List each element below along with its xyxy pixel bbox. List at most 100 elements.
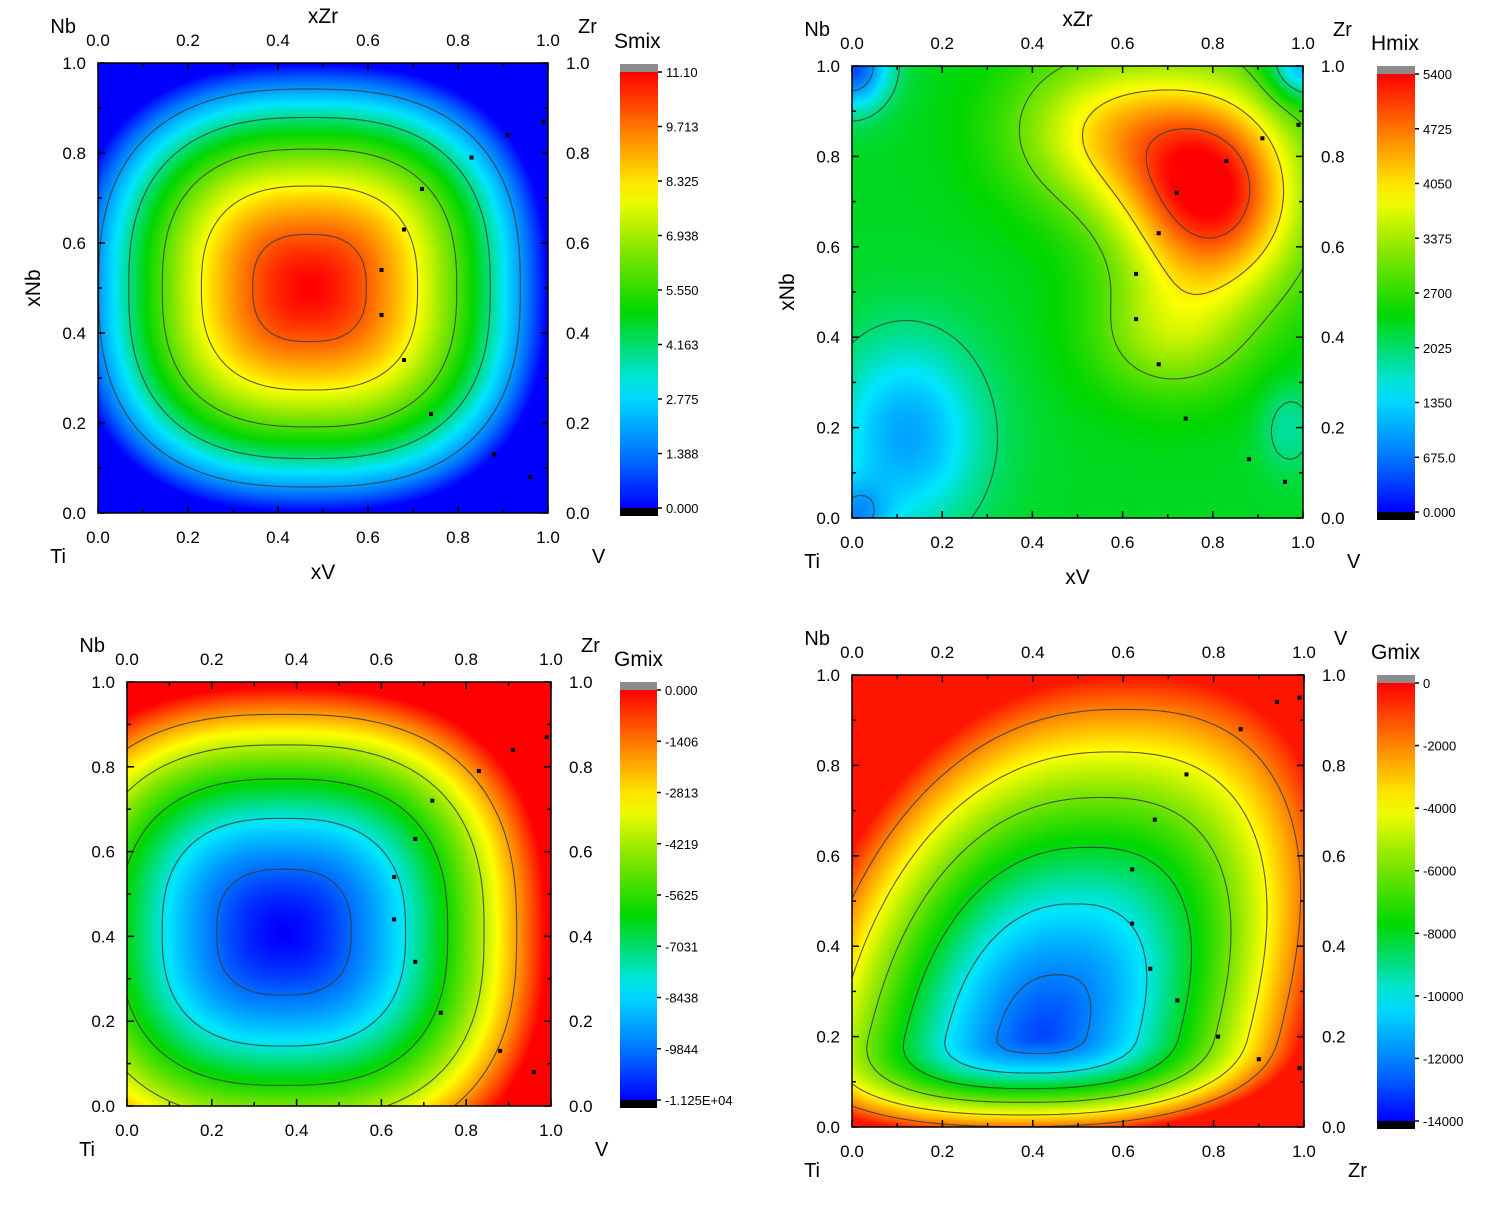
colorbar-tick-label: -14000 [1423, 1114, 1463, 1129]
colorbar-tick-label: -2000 [1423, 739, 1456, 754]
hmix-colorbar: 5400 4725 4050 3375 2700 2025 1350 675.0 0.000 [1377, 66, 1456, 520]
gmix-ti-v-contour-panel: 0.00.00.20.20.40.40.60.60.80.81.01.00.0 0… [79, 635, 733, 1161]
smix-y-axis-title: xNb [22, 269, 45, 306]
x-tick-label-bottom: 1.0 [536, 528, 560, 547]
colorbar-tick-label: -4219 [665, 837, 698, 852]
gmix-ti-v-corner-label-top-right: Zr [581, 635, 600, 657]
y-tick-label-left: 0.8 [816, 756, 840, 775]
x-tick-label-top: 0.6 [1111, 643, 1135, 662]
contour-line-3 [200, 185, 419, 391]
y-tick-label-right: 0.4 [566, 324, 590, 343]
y-tick-label-left: 0.4 [816, 328, 840, 347]
colorbar-over-cap [620, 682, 657, 690]
colorbar-under-cap [620, 1100, 657, 1108]
contour-line-0 [996, 974, 1092, 1055]
y-tick-label-right: 0.6 [569, 843, 593, 862]
hmix-corner-label-bottom-left: Ti [804, 551, 820, 573]
x-tick-label-bottom: 1.0 [1291, 533, 1315, 552]
y-tick-label-right: 0.2 [1321, 419, 1345, 438]
sample-point [469, 155, 474, 160]
y-tick-label-left: 0.6 [91, 843, 115, 862]
colorbar-over-cap [1377, 675, 1415, 683]
sample-point [420, 187, 424, 191]
sample-point [1152, 817, 1157, 822]
y-tick-label-right: 0.4 [569, 927, 593, 946]
contour-line-0 [851, 65, 875, 519]
sample-point [1183, 416, 1188, 421]
contour-line-0 [216, 868, 352, 996]
sample-point [392, 875, 397, 879]
y-tick-label-left: 0.0 [816, 1118, 840, 1137]
colorbar-tick-label: -12000 [1423, 1051, 1463, 1066]
colorbar-gradient [620, 72, 658, 508]
colorbar-tick-label: -4000 [1423, 801, 1456, 816]
x-tick-label-bottom: 0.2 [200, 1121, 224, 1140]
gmix-ti-zr-corner-label-bottom-left: Ti [804, 1160, 820, 1182]
x-tick-label-top: 0.6 [1111, 34, 1135, 53]
sample-point [544, 735, 549, 740]
gmix-ti-zr-corner-label-top-right: V [1334, 628, 1348, 650]
sample-point [1148, 966, 1153, 971]
y-tick-label-right: 0.0 [569, 1097, 593, 1116]
x-tick-label-bottom: 0.4 [266, 528, 290, 547]
sample-point [1130, 921, 1135, 926]
gmix-ti-zr-sample-points [1130, 695, 1302, 1071]
contour-line-5 [851, 708, 1302, 1128]
sample-point [1184, 772, 1189, 777]
colorbar-tick-label: 0.000 [1423, 505, 1456, 520]
sample-point [476, 769, 481, 773]
sample-point [413, 959, 418, 964]
gmix-ti-zr-axis-ticks: 0.00.00.20.20.40.40.60.60.80.81.01.00.0 0… [816, 643, 1345, 1161]
x-tick-label-top: 0.2 [176, 31, 200, 50]
x-tick-label-top: 1.0 [1291, 34, 1315, 53]
x-tick-label-top: 0.6 [370, 650, 394, 669]
hmix-corner-label-top-right: Zr [1333, 19, 1352, 41]
smix-corner-label-top-left: Nb [50, 16, 76, 38]
sample-point [379, 313, 384, 317]
colorbar-tick-label: -5625 [665, 888, 698, 903]
colorbar-tick-label: 8.325 [666, 174, 699, 189]
smix-corner-label-bottom-right: V [592, 546, 606, 568]
x-tick-label-top: 0.4 [1021, 643, 1045, 662]
contour-line-3 [866, 796, 1232, 1103]
y-tick-label-right: 0.0 [1321, 509, 1345, 528]
y-tick-label-left: 0.8 [62, 144, 86, 163]
x-tick-label-bottom: 0.8 [446, 528, 470, 547]
colorbar-over-cap [620, 64, 658, 72]
y-tick-label-left: 0.0 [816, 509, 840, 528]
smix-colorbar-title: Smix [614, 30, 661, 53]
x-tick-label-top: 1.0 [539, 650, 563, 669]
y-tick-label-left: 0.6 [62, 234, 86, 253]
x-tick-label-bottom: 0.6 [370, 1121, 394, 1140]
y-tick-label-left: 0.8 [91, 758, 115, 777]
sample-point [1296, 122, 1301, 127]
x-tick-label-bottom: 0.6 [356, 528, 380, 547]
sample-point [1297, 695, 1302, 700]
hmix-heatmap [852, 66, 1303, 518]
x-tick-label-bottom: 0.0 [840, 1142, 864, 1161]
colorbar-tick-label: 1.388 [666, 447, 699, 462]
sample-point [498, 1048, 503, 1053]
sample-point [438, 1010, 443, 1015]
contour-line-3 [1081, 89, 1285, 295]
y-tick-label-right: 0.0 [1322, 1118, 1346, 1137]
sample-point [1260, 136, 1265, 141]
x-tick-label-bottom: 0.2 [176, 528, 200, 547]
smix-colorbar: 11.10 9.713 8.325 6.938 5.550 4.163 2.775 1.388… [620, 64, 699, 516]
sample-point [402, 358, 406, 362]
sample-point [505, 133, 510, 137]
y-tick-label-right: 0.6 [1321, 238, 1345, 257]
y-tick-label-left: 0.4 [816, 937, 840, 956]
gmix-ti-v-heatmap [127, 682, 551, 1106]
colorbar-over-cap [1377, 66, 1415, 74]
x-tick-label-bottom: 0.6 [1111, 533, 1135, 552]
colorbar-gradient [1377, 683, 1415, 1121]
gmix-ti-v-contour-lines [126, 713, 518, 1107]
smix-corner-label-bottom-left: Ti [50, 546, 66, 568]
hmix-corner-label-top-left: Nb [804, 19, 830, 41]
x-tick-label-top: 1.0 [536, 31, 560, 50]
colorbar-tick-label: 4725 [1423, 122, 1452, 137]
hmix-y-axis-title: xNb [776, 273, 799, 310]
sample-point [429, 412, 433, 416]
